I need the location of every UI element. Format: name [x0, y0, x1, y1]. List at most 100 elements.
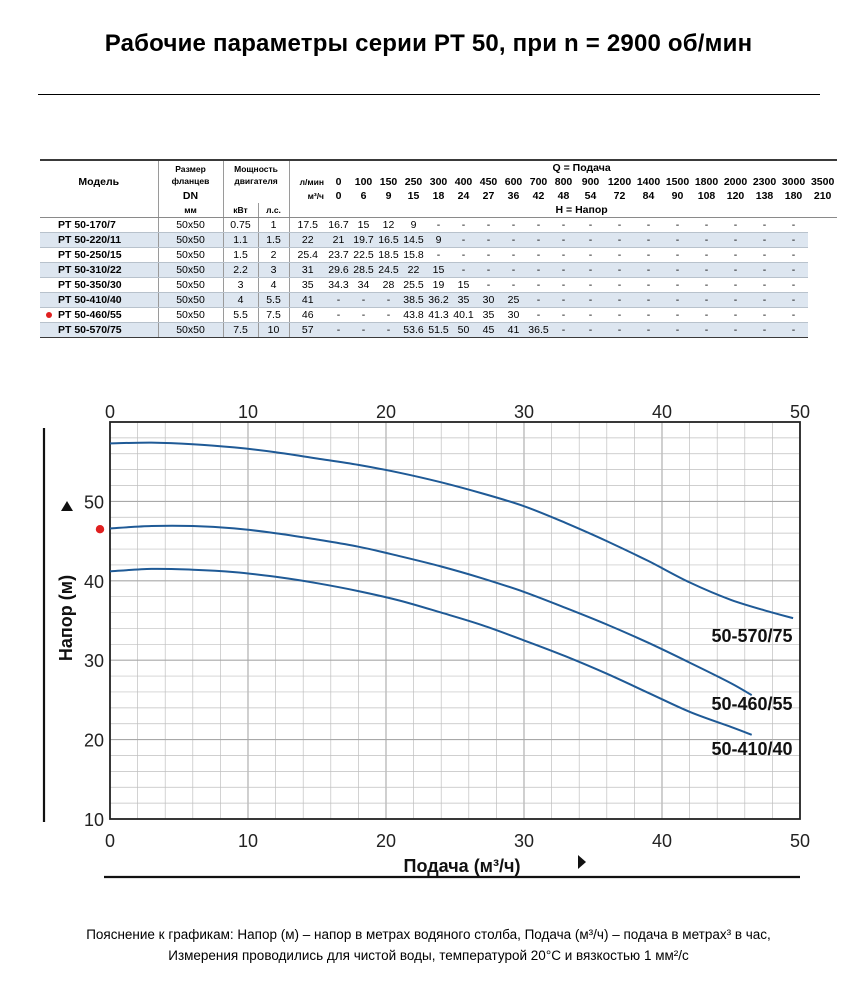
head-value-cell: 51.5: [426, 322, 451, 338]
head-value-cell: -: [551, 247, 576, 263]
head-value-cell: 19.7: [351, 232, 376, 248]
head-value-cell: 28: [376, 277, 401, 293]
power-kw-cell: 5.5: [222, 307, 258, 323]
head-value-cell: 34.3: [326, 277, 351, 293]
flange-dn: DN: [157, 189, 223, 203]
head-value-cell: -: [634, 247, 663, 263]
model-name: PT 50-350/30: [58, 279, 122, 291]
x-tick-label: 20: [376, 831, 396, 851]
flow-m3h-value: 18: [432, 190, 445, 202]
head-value-cell: -: [476, 277, 501, 293]
model-cell: PT 50-310/22: [40, 262, 158, 278]
head-value-cell: 18.5: [376, 247, 401, 263]
head-value-cell: 41: [288, 292, 326, 308]
flange-cell: 50x50: [157, 262, 223, 278]
head-value-cell: -: [551, 217, 576, 233]
model-name: PT 50-410/40: [58, 294, 122, 306]
model-cell: PT 50-350/30: [40, 277, 158, 293]
head-value-cell: -: [721, 247, 750, 263]
power-kw-cell: 1.5: [222, 247, 258, 263]
head-value-cell: 50: [451, 322, 476, 338]
head-value-cell: -: [779, 232, 808, 248]
head-value-cell: -: [692, 292, 721, 308]
head-value-cell: -: [351, 307, 376, 323]
head-header: H = Напор: [326, 203, 838, 218]
head-value-cell: -: [779, 217, 808, 233]
flow-lpm-value: 2300: [752, 176, 777, 188]
head-value-cell: -: [551, 307, 576, 323]
head-value-cell: 15.8: [401, 247, 426, 263]
flow-m3h-value: 84: [642, 190, 655, 202]
head-value-cell: -: [451, 247, 476, 263]
head-value-cell: -: [663, 292, 692, 308]
flow-lpm-value: 800: [554, 176, 573, 188]
head-value-cell: 12: [376, 217, 401, 233]
flow-m3h-value: 48: [557, 190, 570, 202]
x-tick-label: 10: [238, 831, 258, 851]
table-row: PT 50-410/40 50x50 4 5.5 41- - -38.5 36.2 35 30 25…: [40, 292, 837, 308]
model-name: PT 50-570/75: [58, 324, 122, 336]
head-value-cell: -: [476, 247, 501, 263]
head-value-cell: -: [576, 232, 605, 248]
model-name: PT 50-250/15: [58, 249, 122, 261]
head-value-cell: -: [351, 322, 376, 338]
power-hp-cell: 1.5: [257, 232, 289, 248]
head-value-cell: -: [634, 217, 663, 233]
head-value-cell: -: [451, 217, 476, 233]
model-header: Модель: [40, 159, 158, 189]
head-value-cell: -: [526, 307, 551, 323]
flow-lpm-value: 3500: [810, 176, 835, 188]
flow-m3h-value: 210: [813, 190, 832, 202]
head-value-cell: -: [551, 322, 576, 338]
flow-m3h-value: 90: [671, 190, 684, 202]
model-cell: PT 50-410/40: [40, 292, 158, 308]
head-value-cell: -: [721, 262, 750, 278]
head-value-cell: 31: [288, 262, 326, 278]
flange-cell: 50x50: [157, 217, 223, 233]
head-value-cell: 30: [476, 292, 501, 308]
power-kw-cell: 0.75: [222, 217, 258, 233]
flow-m3h-value: 0: [335, 190, 342, 202]
x-tick-label: 30: [514, 831, 534, 851]
head-value-cell: -: [779, 307, 808, 323]
power-kw-cell: 2.2: [222, 262, 258, 278]
head-value-cell: -: [663, 262, 692, 278]
model-name: PT 50-170/7: [58, 219, 116, 231]
y-tick-label: 40: [84, 572, 104, 592]
model-cell: PT 50-170/7: [40, 217, 158, 233]
head-value-cell: -: [779, 262, 808, 278]
head-value-cell: -: [376, 322, 401, 338]
head-value-cell: 22.5: [351, 247, 376, 263]
flow-lpm-value: 300: [429, 176, 448, 188]
head-value-cell: 16.5: [376, 232, 401, 248]
power-kw-cell: 7.5: [222, 322, 258, 338]
table-header-row-2: л/мин 0 100 150 250 300 400 450 600 700 800 900 120…: [40, 175, 837, 189]
head-value-cell: 25: [501, 292, 526, 308]
power-hp-cell: 5.5: [257, 292, 289, 308]
head-value-cell: -: [326, 322, 351, 338]
power-header: Мощность двигателя: [222, 159, 289, 189]
power-hp-cell: 4: [257, 277, 289, 293]
model-name: PT 50-460/55: [58, 309, 122, 321]
power-hp-cell: 3: [257, 262, 289, 278]
head-value-cell: 22: [401, 262, 426, 278]
flow-lpm-value: 250: [404, 176, 423, 188]
flow-m3h-value: 27: [482, 190, 495, 202]
table-header-row-3: DN м³/ч 0 6 9 15 18 24 27 36 42 48 54 72 84 90 108 120 1…: [40, 189, 837, 203]
head-value-cell: -: [692, 322, 721, 338]
flow-m3h-value: 36: [507, 190, 520, 202]
head-value-cell: -: [692, 277, 721, 293]
head-value-cell: -: [476, 217, 501, 233]
head-value-cell: 24.5: [376, 262, 401, 278]
head-value-cell: -: [526, 292, 551, 308]
power-hp-label: л.с.: [257, 203, 289, 218]
head-value-cell: -: [576, 247, 605, 263]
head-value-cell: -: [692, 247, 721, 263]
power-hp-cell: 10: [257, 322, 289, 338]
head-value-cell: -: [634, 292, 663, 308]
title-divider: [38, 94, 820, 95]
head-value-cell: -: [750, 322, 779, 338]
head-value-cell: -: [551, 292, 576, 308]
head-value-cell: -: [750, 232, 779, 248]
